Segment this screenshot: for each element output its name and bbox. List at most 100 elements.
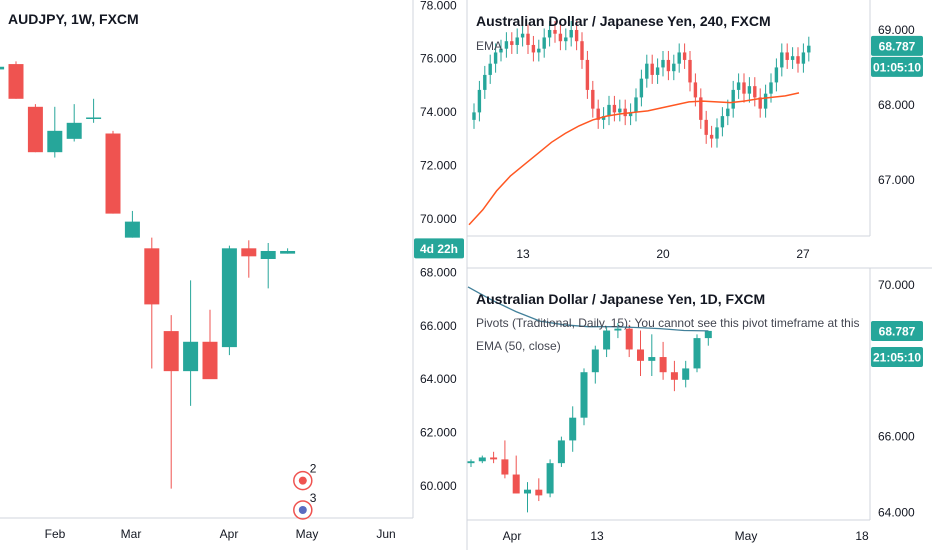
daily-x-tick-label: May <box>735 529 758 543</box>
h4-candle <box>790 56 795 60</box>
weekly-candle <box>183 341 199 372</box>
h4-candle <box>510 41 514 45</box>
h4-candle <box>747 86 752 94</box>
weekly-last-tag: 4d 22h <box>420 242 458 256</box>
weekly-y-tick-label: 66.000 <box>420 319 457 333</box>
weekly-candle <box>47 130 63 153</box>
weekly-y-tick-label: 60.000 <box>420 479 457 493</box>
weekly-candle <box>202 341 218 380</box>
h4-candle <box>591 89 595 109</box>
h4-candle <box>564 37 568 42</box>
h4-candle <box>639 78 644 98</box>
daily-candle <box>648 357 656 361</box>
h4-candle <box>704 119 708 135</box>
h4-chart-pane[interactable]: 69.000 68.000 67.000 13 20 27 68.787 01:05:10 <box>468 20 923 261</box>
daily-countdown-tag-bg <box>871 347 923 368</box>
h4-ema-label[interactable]: EMA <box>476 39 502 53</box>
daily-candle <box>670 372 678 380</box>
daily-candle <box>591 349 599 373</box>
h4-candle <box>477 89 482 113</box>
daily-y-tick-label: 70.000 <box>878 278 915 292</box>
h4-x-tick-label: 20 <box>656 247 670 261</box>
h4-candle <box>780 52 784 68</box>
daily-x-tick-label: 13 <box>590 529 604 543</box>
weekly-event-marker-label: 3 <box>310 491 317 505</box>
h4-candle <box>736 82 741 90</box>
daily-chart-pane[interactable]: 70.00068.00066.00064.000Apr13May1868.787… <box>467 278 924 543</box>
weekly-x-tick-label: Mar <box>121 527 142 541</box>
h4-candle <box>547 29 552 38</box>
daily-candle <box>478 457 486 462</box>
h4-candle <box>488 63 492 75</box>
h4-candle <box>677 52 681 64</box>
daily-candle <box>535 489 543 496</box>
weekly-x-tick-label: Feb <box>45 527 66 541</box>
weekly-candle <box>0 66 5 70</box>
weekly-candle <box>260 250 276 259</box>
weekly-y-tick-label: 74.000 <box>420 105 457 119</box>
h4-candle <box>601 116 606 120</box>
h4-countdown-tag: 01:05:10 <box>873 60 921 74</box>
h4-candle <box>693 82 698 98</box>
daily-candle <box>682 368 690 380</box>
weekly-event-marker <box>298 505 307 514</box>
h4-candle <box>596 108 600 120</box>
weekly-x-tick-label: Jun <box>376 527 395 541</box>
daily-x-tick-label: Apr <box>503 529 522 543</box>
weekly-y-tick-label: 68.000 <box>420 265 457 279</box>
daily-x-tick-label: 18 <box>855 529 869 543</box>
daily-countdown-tag: 21:05:10 <box>873 351 921 365</box>
h4-candle <box>483 74 487 90</box>
h4-candle <box>661 59 665 68</box>
daily-candle <box>614 328 622 331</box>
h4-candle <box>682 52 687 60</box>
daily-ema-label[interactable]: EMA (50, close) <box>476 339 561 353</box>
weekly-event-marker-ring <box>293 470 313 491</box>
h4-candle <box>612 104 617 113</box>
weekly-last-tag-bg <box>414 238 464 259</box>
h4-price-tag-bg <box>871 35 923 56</box>
daily-y-tick-label: 66.000 <box>878 430 915 444</box>
weekly-candle <box>27 106 43 153</box>
h4-candle <box>618 108 622 113</box>
h4-candle <box>520 33 525 38</box>
weekly-y-tick-label: 70.000 <box>420 212 457 226</box>
h4-candle <box>558 33 563 42</box>
daily-candle <box>659 357 667 373</box>
weekly-chart-pane[interactable]: 78.000 76.000 74.000 72.000 70.000 68.000 66.0… <box>0 0 464 541</box>
weekly-candle <box>8 64 24 99</box>
daily-candle <box>546 463 554 494</box>
h4-y-tick-label: 67.000 <box>878 173 915 187</box>
h4-candle <box>472 112 476 120</box>
daily-pivots-label[interactable]: Pivots (Traditional, Daily, 15): You can… <box>476 316 860 330</box>
h4-candle <box>753 86 757 98</box>
h4-candle <box>607 104 611 117</box>
weekly-event-marker-ring <box>293 500 313 520</box>
h4-candle <box>688 59 692 83</box>
h4-candle <box>796 56 800 64</box>
h4-candle <box>628 112 633 117</box>
daily-candle <box>467 461 475 464</box>
daily-candle <box>603 330 611 350</box>
h4-candle <box>499 48 503 53</box>
weekly-candle <box>280 250 296 254</box>
h4-candle <box>720 116 725 128</box>
h4-x-tick-label: 13 <box>516 247 530 261</box>
h4-candle <box>623 108 627 117</box>
daily-candle <box>693 338 701 369</box>
h4-x-tick-label: 27 <box>796 247 810 261</box>
h4-chart-title: Australian Dollar / Japanese Yen, 240, F… <box>476 13 771 29</box>
h4-candle <box>515 37 519 45</box>
h4-candle <box>758 97 762 109</box>
h4-price-tag: 68.787 <box>879 39 916 53</box>
h4-candle <box>531 44 536 53</box>
h4-candle <box>574 29 579 42</box>
weekly-x-tick-label: Apr <box>220 527 239 541</box>
daily-candle <box>557 440 565 464</box>
h4-candle <box>542 37 546 49</box>
h4-candle <box>504 41 509 49</box>
daily-candle <box>490 457 498 460</box>
weekly-candle <box>144 248 160 305</box>
weekly-candle <box>241 248 257 257</box>
